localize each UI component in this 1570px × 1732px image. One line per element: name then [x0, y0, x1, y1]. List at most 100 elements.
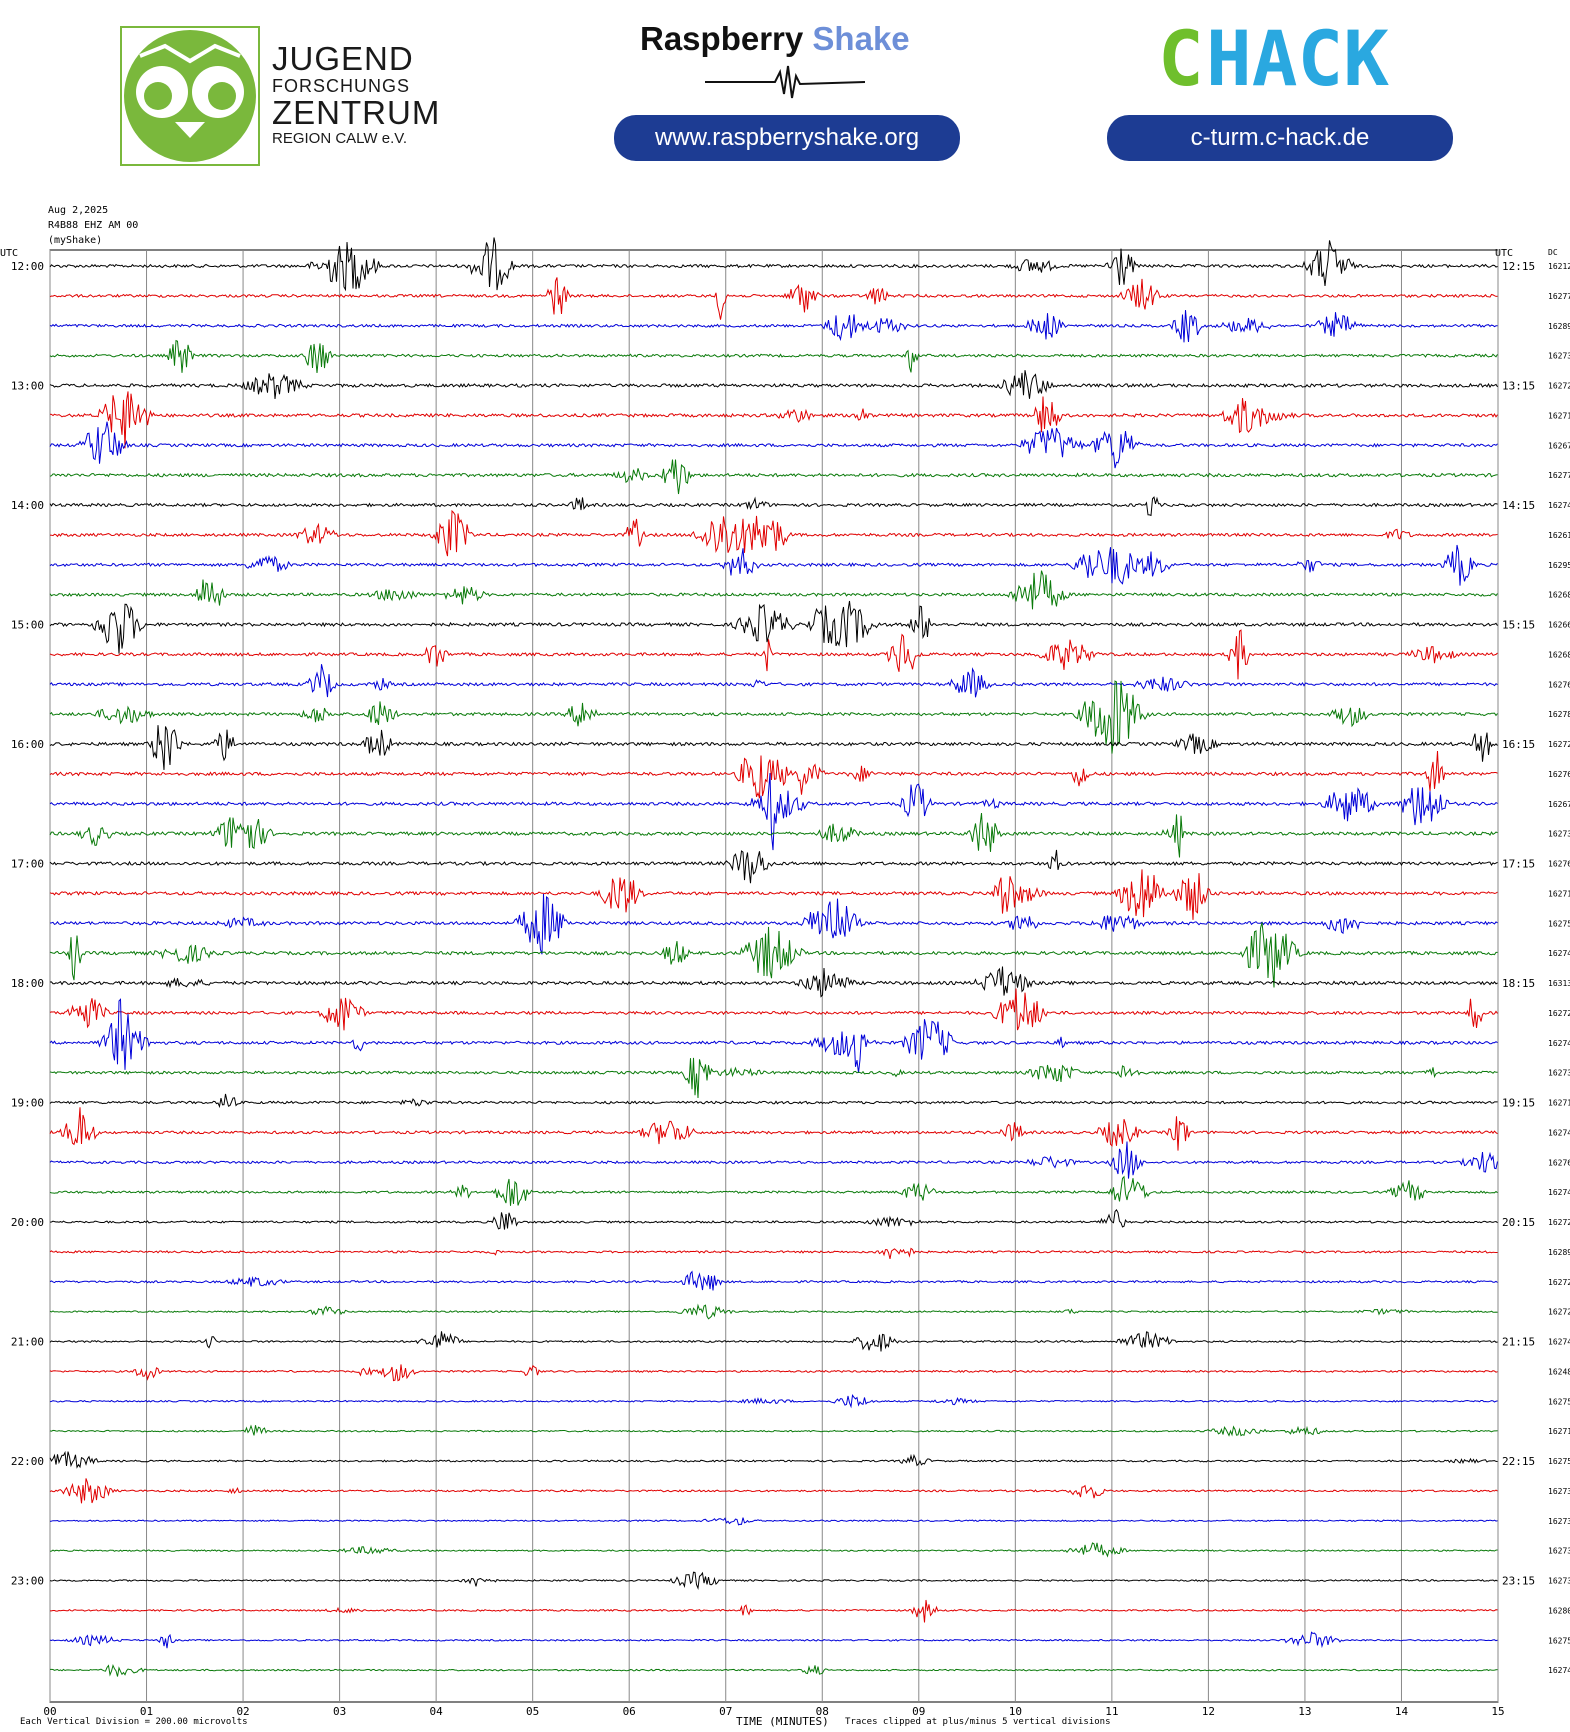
row-dc-value: 16272: [1548, 1218, 1570, 1227]
row-time-left: 20:00: [11, 1216, 44, 1229]
row-dc-value: 16271: [1548, 411, 1570, 420]
row-time-right: 12:15: [1502, 260, 1535, 273]
raspberry-shake-url[interactable]: www.raspberryshake.org: [654, 124, 920, 151]
row-dc-value: 16275: [1548, 919, 1570, 928]
row-dc-value: 16271: [1548, 1427, 1570, 1436]
trace-row-9: [49, 496, 1498, 517]
row-dc-value: 16261: [1548, 531, 1570, 540]
row-time-right: 22:15: [1502, 1455, 1535, 1468]
trace-row-20: [49, 812, 1498, 858]
trace-row-14: [49, 629, 1498, 680]
trace-row-5: [49, 370, 1498, 400]
row-time-left: 14:00: [11, 499, 44, 512]
x-tick-label: 10: [1009, 1705, 1022, 1718]
trace-row-30: [49, 1107, 1498, 1151]
chack-url-pill[interactable]: c-turm.c-hack.de: [1107, 115, 1453, 161]
trace-row-48: [50, 1664, 1498, 1677]
row-time-left: 17:00: [11, 858, 44, 871]
trace-row-2: [49, 277, 1498, 320]
x-tick-label: 02: [236, 1705, 249, 1718]
row-dc-value: 16277: [1548, 471, 1570, 480]
row-time-right: 15:15: [1502, 619, 1535, 632]
row-time-left: 16:00: [11, 738, 44, 751]
row-dc-value: 16272: [1548, 1278, 1570, 1287]
row-dc-value: 16248: [1548, 1367, 1570, 1376]
raspberry-shake-title: Raspberry Shake: [640, 20, 910, 58]
row-time-right: 13:15: [1502, 380, 1535, 393]
trace-row-6: [49, 391, 1498, 449]
trace-row-35: [49, 1270, 1498, 1291]
dc-label: DC: [1548, 248, 1558, 257]
x-tick-label: 03: [333, 1705, 346, 1718]
chack-logo-letter-1: C: [1158, 25, 1204, 95]
trace-row-44: [49, 1542, 1498, 1558]
row-time-right: 21:15: [1502, 1336, 1535, 1349]
trace-row-3: [49, 310, 1498, 343]
row-time-right: 16:15: [1502, 738, 1535, 751]
record-meta: Aug 2,2025 R4B88 EHZ AM 00 (myShake): [48, 203, 138, 248]
row-dc-value: 16275: [1548, 1636, 1570, 1645]
row-dc-value: 16274: [1548, 501, 1570, 510]
raspberry-shake-title-part2: Shake: [812, 20, 910, 57]
trace-row-36: [49, 1303, 1498, 1320]
trace-row-17: [49, 725, 1498, 770]
row-dc-value: 16267: [1548, 800, 1570, 809]
row-time-left: 13:00: [11, 380, 44, 393]
row-dc-value: 16276: [1548, 680, 1570, 689]
scale-note: Each Vertical Division = 200.00 microvol…: [20, 1717, 248, 1727]
row-time-right: 19:15: [1502, 1097, 1535, 1110]
row-dc-value: 16274: [1548, 1039, 1570, 1048]
trace-row-25: [49, 966, 1498, 998]
row-time-right: 23:15: [1502, 1575, 1535, 1588]
trace-row-12: [49, 570, 1498, 610]
chack-logo-letters-rest: HACK: [1206, 25, 1389, 95]
row-time-right: 20:15: [1502, 1216, 1535, 1229]
trace-row-43: [49, 1517, 1498, 1526]
row-time-left: 15:00: [11, 619, 44, 632]
trace-row-1: [49, 237, 1498, 292]
trace-row-7: [49, 421, 1498, 469]
row-time-left: 22:00: [11, 1455, 44, 1468]
row-dc-value: 16273: [1548, 1069, 1570, 1078]
row-time-left: 19:00: [11, 1097, 44, 1110]
row-dc-value: 16280: [1548, 1606, 1570, 1615]
row-dc-value: 16289: [1548, 1248, 1570, 1257]
clip-note: Traces clipped at plus/minus 5 vertical …: [845, 1717, 1111, 1727]
row-dc-value: 16274: [1548, 1666, 1570, 1675]
jfz-line-3: ZENTRUM: [272, 94, 441, 131]
row-dc-value: 16276: [1548, 1158, 1570, 1167]
jfz-line-2: FORSCHUNGS: [272, 76, 411, 96]
record-date: Aug 2,2025: [48, 205, 109, 216]
row-dc-value: 16274: [1548, 1188, 1570, 1197]
row-time-right: 17:15: [1502, 858, 1535, 871]
trace-row-29: [49, 1093, 1498, 1109]
trace-row-40: [49, 1424, 1498, 1437]
row-time-left: 21:00: [11, 1336, 44, 1349]
trace-row-46: [50, 1599, 1498, 1623]
row-dc-value: 16271: [1548, 889, 1570, 898]
raspberry-shake-title-part1: Raspberry: [640, 20, 804, 57]
trace-row-42: [49, 1478, 1498, 1504]
trace-row-23: [49, 893, 1498, 955]
record-source: (myShake): [48, 235, 103, 246]
trace-row-18: [49, 750, 1498, 799]
row-dc-value: 16275: [1548, 1397, 1570, 1406]
raspberry-shake-url-pill[interactable]: www.raspberryshake.org: [614, 115, 960, 161]
x-tick-label: 08: [816, 1705, 829, 1718]
owl-icon: [120, 26, 260, 166]
utc-right-label: UTC: [1495, 248, 1514, 259]
row-dc-value: 16276: [1548, 770, 1570, 779]
seismogram-logo-icon: [705, 65, 866, 99]
station-code: R4B88 EHZ AM 00: [48, 220, 139, 231]
row-dc-value: 16272: [1548, 1009, 1570, 1018]
chack-url[interactable]: c-turm.c-hack.de: [1190, 124, 1370, 151]
trace-row-34: [49, 1247, 1498, 1260]
row-dc-value: 16212: [1548, 262, 1570, 271]
row-dc-value: 16266: [1548, 621, 1570, 630]
row-dc-value: 16274: [1548, 949, 1570, 958]
trace-row-32: [49, 1175, 1498, 1206]
row-dc-value: 16273: [1548, 830, 1570, 839]
trace-row-10: [49, 509, 1498, 557]
row-dc-value: 16289: [1548, 322, 1570, 331]
x-tick-label: 13: [1298, 1705, 1311, 1718]
